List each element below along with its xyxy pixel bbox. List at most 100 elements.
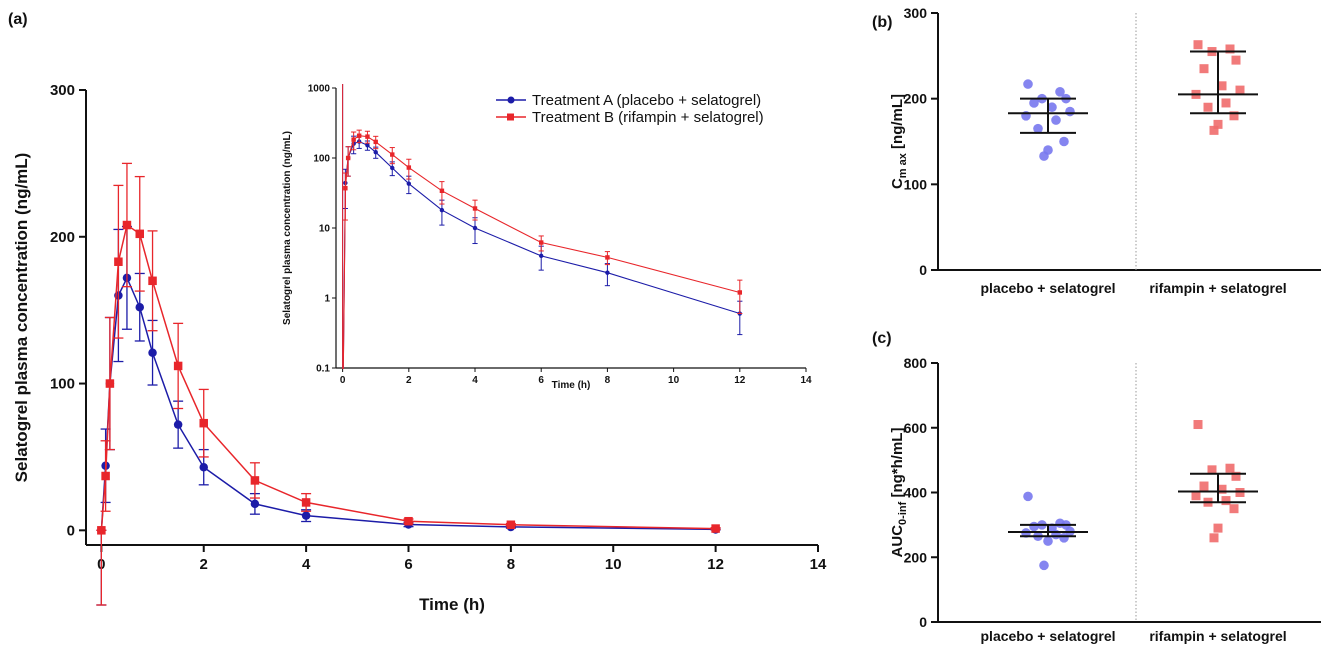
point — [1231, 471, 1241, 481]
point — [1055, 87, 1065, 97]
point — [1213, 523, 1223, 533]
point — [1225, 463, 1235, 473]
marker — [101, 471, 110, 481]
x-tick-label: 10 — [605, 556, 622, 573]
legend-label: Treatment A (placebo + selatogrel) — [532, 92, 761, 109]
marker — [345, 155, 351, 161]
marker — [390, 152, 395, 157]
point — [1217, 81, 1227, 91]
y-tick-label: 0 — [919, 614, 927, 630]
point — [1193, 40, 1203, 50]
marker — [406, 181, 412, 186]
marker — [439, 188, 445, 194]
point — [1033, 123, 1043, 134]
x-tick-label: 8 — [507, 556, 515, 573]
point — [1221, 98, 1231, 108]
point — [1221, 496, 1231, 506]
marker — [404, 516, 413, 526]
point — [1023, 79, 1033, 89]
panel-label: (b) — [872, 14, 892, 31]
marker — [406, 165, 412, 170]
marker — [365, 143, 370, 148]
error-bar — [472, 217, 478, 245]
point — [1059, 136, 1069, 147]
y-axis-label: Cm ax [ng/mL] — [889, 94, 909, 189]
point — [1191, 491, 1201, 501]
legend-marker — [507, 113, 514, 121]
marker — [114, 257, 123, 266]
point — [1213, 119, 1223, 129]
point — [1199, 64, 1209, 74]
marker — [351, 137, 356, 142]
panel-label: (c) — [872, 330, 892, 347]
point — [1023, 491, 1033, 502]
y-tick-label: 800 — [904, 355, 928, 371]
series-line — [342, 135, 740, 369]
y-tick-label: 0 — [67, 522, 75, 539]
marker — [539, 253, 544, 259]
marker — [148, 276, 157, 286]
legend-label: Treatment B (rifampin + selatogrel) — [532, 109, 764, 126]
marker — [250, 499, 260, 509]
inset-x-tick-label: 0 — [340, 375, 346, 386]
inset-y-axis-label: Selatogrel plasma concentration (ng/mL) — [282, 131, 293, 325]
marker — [356, 133, 362, 138]
marker — [173, 361, 183, 371]
marker — [373, 139, 378, 145]
y-label-sub: 0-inf — [897, 501, 909, 525]
error-bar — [342, 84, 344, 369]
y-tick-label: 0 — [919, 262, 927, 278]
marker — [472, 206, 478, 211]
inset-x-tick-label: 10 — [668, 375, 680, 386]
x-tick-label: rifampin + selatogrel — [1149, 280, 1286, 296]
y-axis-label: AUC0-inf [ng*h/mL] — [889, 428, 909, 558]
point — [1039, 560, 1049, 571]
marker — [135, 229, 144, 239]
marker — [737, 290, 743, 295]
inset-x-tick-label: 2 — [406, 375, 412, 386]
y-label-rest: [ng/mL] — [889, 94, 906, 153]
point — [1059, 533, 1069, 543]
y-tick-label: 600 — [904, 420, 928, 436]
y-axis-label: Selatogrel plasma concentration (ng/mL) — [12, 153, 31, 483]
y-tick-label: 200 — [904, 91, 928, 107]
marker — [539, 240, 544, 245]
point — [1039, 151, 1049, 161]
panel-label: (a) — [8, 11, 28, 28]
x-tick-label: 12 — [707, 556, 724, 573]
inset-x-tick-label: 6 — [538, 375, 544, 386]
inset-plot — [340, 84, 743, 430]
y-tick-label: 300 — [904, 5, 928, 21]
inset-y-tick-label: 0.1 — [316, 364, 330, 375]
marker — [105, 379, 115, 388]
marker — [605, 270, 610, 275]
y-tick-label: 200 — [50, 229, 75, 246]
inset-y-tick-label: 100 — [313, 154, 330, 165]
legend-marker — [507, 96, 515, 104]
x-axis-label: Time (h) — [419, 595, 485, 614]
marker — [506, 520, 516, 529]
marker — [199, 418, 208, 428]
point — [1217, 484, 1227, 494]
point — [1229, 504, 1239, 514]
marker — [97, 526, 106, 535]
y-tick-label: 200 — [904, 549, 928, 565]
y-label-main: C — [889, 178, 906, 189]
point — [1207, 465, 1217, 475]
inset-y-tick-label: 1 — [324, 294, 330, 305]
marker — [173, 420, 183, 429]
inset-x-tick-label: 8 — [605, 375, 611, 386]
inset-y-tick-label: 10 — [319, 224, 331, 235]
y-tick-label: 400 — [904, 485, 928, 501]
marker — [301, 511, 311, 520]
x-tick-label: placebo + selatogrel — [981, 280, 1116, 296]
marker — [135, 302, 144, 312]
marker — [340, 426, 344, 430]
point — [1209, 533, 1219, 543]
marker — [343, 186, 348, 191]
marker — [373, 149, 378, 155]
point — [1231, 55, 1241, 65]
y-tick-label: 100 — [904, 176, 928, 192]
